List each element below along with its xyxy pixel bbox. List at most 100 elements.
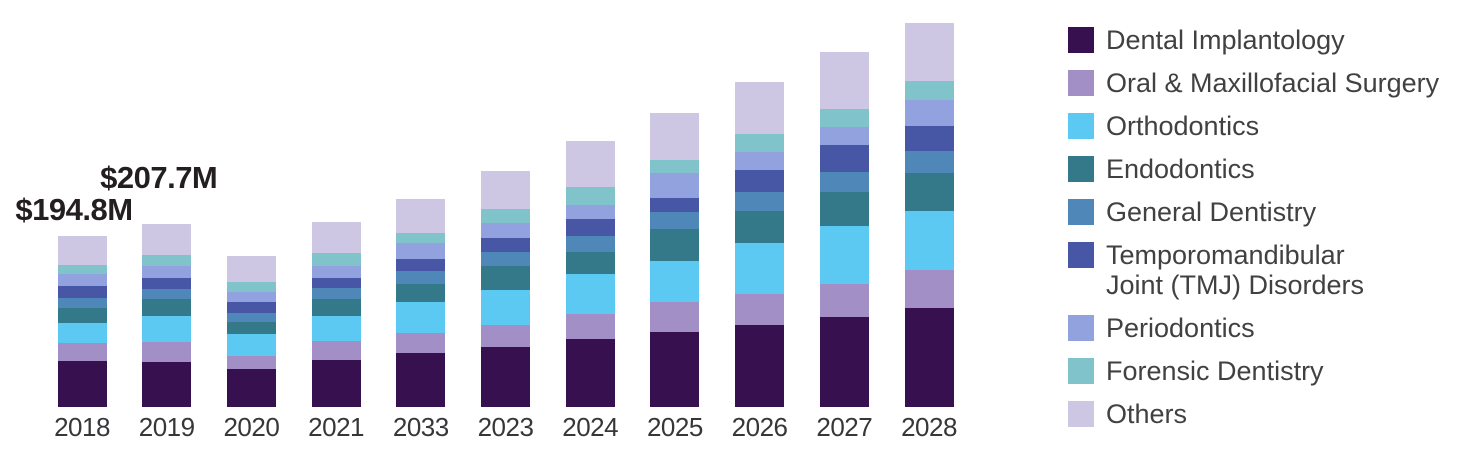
legend-item-periodontics: Periodontics [1068,313,1439,343]
segment-2019-periodontics [142,266,192,279]
legend-item-endodontics: Endodontics [1068,154,1439,184]
legend-item-temporomandibular: Temporomandibular Joint (TMJ) Disorders [1068,240,1439,300]
segment-2021-endodontics [311,298,361,316]
segment-2026-others [735,81,785,135]
segment-2023-orthodontics [481,289,530,325]
segment-2021-general-dentistry [311,287,361,299]
legend-item-orthodontics: Orthodontics [1068,111,1439,141]
total-label-2018: $194.8M [15,192,133,227]
segment-2033-forensic-dentistry [396,232,446,243]
segment-2033-endodontics [396,283,446,302]
bar-2021 [311,222,361,407]
segment-2028-endodontics [904,172,954,212]
legend-item-general-dentistry: General Dentistry [1068,197,1439,227]
segment-2018-temporomandibular-joint-tmj-disorders [57,286,107,299]
x-axis-label-2024: 2024 [562,412,619,442]
segment-2018-forensic-dentistry [57,265,107,274]
segment-2023-forensic-dentistry [481,209,530,224]
segment-2019-orthodontics [142,316,192,343]
segment-2023-temporomandibular-joint-tmj-disorders [481,237,530,253]
segment-2019-dental-implantology [142,361,192,407]
segment-2020-periodontics [226,292,276,303]
segment-2020-general-dentistry [226,312,276,323]
legend-item-dental-implantology: Dental Implantology [1068,25,1439,55]
bar-2033 [396,199,446,407]
segment-2020-orthodontics [226,333,276,356]
segment-2027-forensic-dentistry [819,109,869,128]
segment-2025-endodontics [650,228,700,261]
segment-2027-oral-maxillofacial-surgery [819,283,869,317]
legend-label: Endodontics [1106,154,1255,184]
bar-2024 [565,141,615,407]
segment-2024-orthodontics [565,273,615,314]
segment-2021-others [311,222,361,254]
x-axis-label-2027: 2027 [816,412,873,442]
segment-2033-periodontics [396,242,446,259]
segment-2021-temporomandibular-joint-tmj-disorders [311,277,361,288]
segment-2027-orthodontics [819,226,869,284]
segment-2026-dental-implantology [735,324,785,407]
segment-2018-endodontics [57,308,107,323]
segment-2026-orthodontics [735,242,785,294]
legend-label: Periodontics [1106,313,1255,343]
segment-2028-others [904,22,954,81]
segment-2019-general-dentistry [142,288,192,300]
segment-2025-forensic-dentistry [650,159,700,174]
segment-2028-periodontics [904,99,954,127]
bar-2026 [735,81,785,407]
legend-item-forensic-dentistry: Forensic Dentistry [1068,356,1439,386]
bar-2019 [142,224,192,407]
segment-2024-oral-maxillofacial-surgery [565,313,615,340]
legend-swatch-icon [1068,156,1094,182]
segment-2023-others [481,170,530,210]
legend-label: Oral & Maxillofacial Surgery [1106,68,1440,98]
segment-2019-oral-maxillofacial-surgery [142,342,192,362]
segment-2024-dental-implantology [565,339,615,407]
segment-2028-orthodontics [904,211,954,271]
segment-2027-endodontics [819,191,869,227]
x-axis-label-2033: 2033 [392,412,449,442]
segment-2018-general-dentistry [57,298,107,309]
segment-2018-dental-implantology [57,361,107,407]
bar-2018 [57,235,107,407]
segment-2020-endodontics [226,322,276,334]
x-axis-label-2021: 2021 [308,412,365,442]
segment-2027-general-dentistry [819,171,869,192]
segment-2028-general-dentistry [904,150,954,173]
segment-2020-oral-maxillofacial-surgery [226,355,276,370]
legend-label: Forensic Dentistry [1106,356,1324,386]
segment-2021-oral-maxillofacial-surgery [311,341,361,360]
segment-2033-general-dentistry [396,271,446,284]
segment-2021-periodontics [311,265,361,278]
bar-2020 [226,256,276,407]
legend-swatch-icon [1068,358,1094,384]
legend-item-others: Others [1068,399,1439,429]
segment-2019-forensic-dentistry [142,255,192,267]
legend-swatch-icon [1068,401,1094,427]
legend-swatch-icon [1068,27,1094,53]
segment-2026-forensic-dentistry [735,134,785,152]
segment-2033-oral-maxillofacial-surgery [396,333,446,354]
segment-2025-dental-implantology [650,332,700,407]
segment-2019-others [142,224,192,256]
segment-2024-periodontics [565,204,615,219]
bar-2023 [481,170,530,407]
segment-2019-temporomandibular-joint-tmj-disorders [142,278,192,289]
legend-swatch-icon [1068,113,1094,139]
segment-2026-general-dentistry [735,192,785,212]
segment-2020-dental-implantology [226,369,276,407]
segment-2024-general-dentistry [565,235,615,253]
segment-2018-orthodontics [57,322,107,343]
segment-2019-endodontics [142,299,192,317]
segment-2023-periodontics [481,223,530,238]
segment-2023-general-dentistry [481,252,530,267]
x-axis-label-2025: 2025 [646,412,703,442]
legend-label: Temporomandibular Joint (TMJ) Disorders [1106,240,1365,300]
segment-2024-others [565,141,615,187]
segment-2025-temporomandibular-joint-tmj-disorders [650,197,700,212]
segment-2025-periodontics [650,173,700,198]
legend-label: Orthodontics [1106,111,1260,141]
segment-2018-oral-maxillofacial-surgery [57,342,107,362]
x-axis-label-2020: 2020 [223,412,280,442]
